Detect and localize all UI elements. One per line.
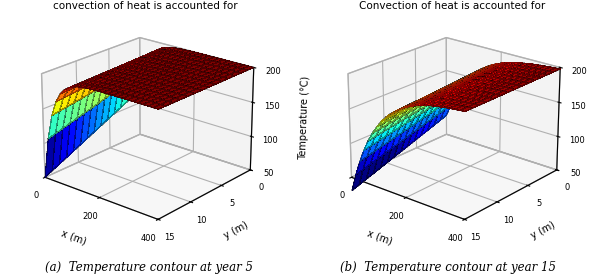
- X-axis label: x (m): x (m): [60, 228, 88, 246]
- Title: convection of heat is accounted for: convection of heat is accounted for: [53, 1, 238, 11]
- X-axis label: x (m): x (m): [366, 228, 394, 246]
- Title: Convection of heat is accounted for: Convection of heat is accounted for: [359, 1, 545, 11]
- Y-axis label: y (m): y (m): [529, 220, 557, 241]
- Y-axis label: y (m): y (m): [223, 220, 250, 241]
- Text: (b)  Temperature contour at year 15: (b) Temperature contour at year 15: [340, 261, 556, 274]
- Text: (a)  Temperature contour at year 5: (a) Temperature contour at year 5: [45, 261, 253, 274]
